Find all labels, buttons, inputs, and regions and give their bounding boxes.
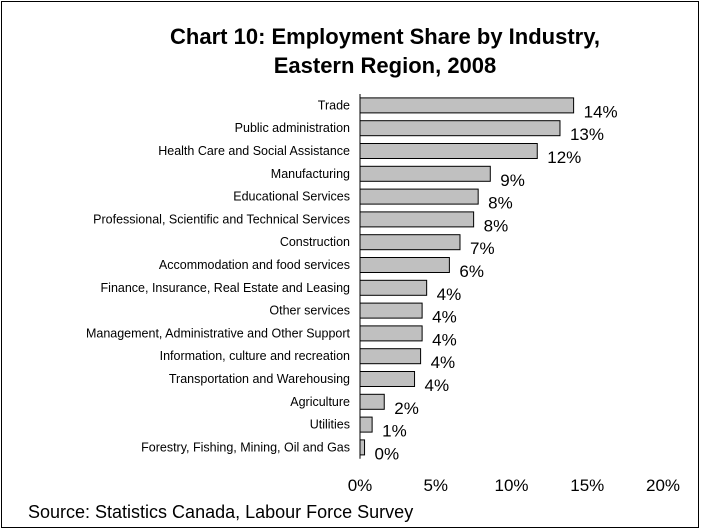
value-label-utilities: 1% xyxy=(382,422,407,441)
x-tick-labels-group: 0% 5% 10% 15% 20% xyxy=(348,476,680,495)
bar-finance-insurance-real-estate-and-leasing xyxy=(359,279,428,296)
value-label-transportation-and-warehousing: 4% xyxy=(425,376,450,395)
bar-trade xyxy=(359,97,575,114)
chart-title-line-1: Chart 10: Employment Share by Industry, xyxy=(170,24,600,49)
category-label-other-services: Other services xyxy=(269,304,350,318)
value-label-finance-insurance-real-estate-and-leasing: 4% xyxy=(437,285,462,304)
bar-construction xyxy=(359,234,461,251)
x-tick-label: 15% xyxy=(570,476,604,495)
category-label-trade: Trade xyxy=(318,98,350,112)
bar-utilities xyxy=(359,416,373,433)
value-label-accommodation-and-food-services: 6% xyxy=(459,262,484,281)
bar-forestry-fishing-mining-oil-and-gas xyxy=(359,439,366,456)
value-label-health-care-and-social-assistance: 12% xyxy=(547,148,581,167)
value-label-public-administration: 13% xyxy=(570,125,604,144)
value-label-manufacturing: 9% xyxy=(500,171,525,190)
category-label-management-administrative-and-other-support: Management, Administrative and Other Sup… xyxy=(86,326,351,340)
category-label-forestry-fishing-mining-oil-and-gas: Forestry, Fishing, Mining, Oil and Gas xyxy=(141,440,350,454)
bar-manufacturing xyxy=(359,165,491,182)
category-label-transportation-and-warehousing: Transportation and Warehousing xyxy=(169,372,350,386)
category-label-accommodation-and-food-services: Accommodation and food services xyxy=(159,258,350,272)
bar-other-services xyxy=(359,302,423,319)
value-label-other-services: 4% xyxy=(432,308,457,327)
category-label-health-care-and-social-assistance: Health Care and Social Assistance xyxy=(158,144,350,158)
value-label-agriculture: 2% xyxy=(394,399,419,418)
category-label-educational-services: Educational Services xyxy=(233,190,350,204)
value-label-construction: 7% xyxy=(470,239,495,258)
bar-public-administration xyxy=(359,120,561,137)
value-label-professional-scientific-and-technical-services: 8% xyxy=(484,216,509,235)
category-label-professional-scientific-and-technical-services: Professional, Scientific and Technical S… xyxy=(93,212,350,226)
bar-accommodation-and-food-services xyxy=(359,257,450,273)
source-note: Source: Statistics Canada, Labour Force … xyxy=(28,502,414,522)
bar-information-culture-and-recreation xyxy=(359,348,422,365)
x-tick-label: 10% xyxy=(494,476,528,495)
category-label-finance-insurance-real-estate-and-leasing: Finance, Insurance, Real Estate and Leas… xyxy=(101,281,351,295)
category-label-information-culture-and-recreation: Information, culture and recreation xyxy=(160,349,350,363)
chart-title: Chart 10: Employment Share by Industry, … xyxy=(0,22,702,80)
value-label-trade: 14% xyxy=(584,102,618,121)
x-tick-label: 0% xyxy=(348,476,373,495)
value-label-educational-services: 8% xyxy=(488,194,513,213)
value-label-management-administrative-and-other-support: 4% xyxy=(432,330,457,349)
bars-group xyxy=(359,97,575,456)
x-tick-label: 20% xyxy=(646,476,680,495)
category-labels-group: Trade Public administration Health Care an… xyxy=(86,98,351,454)
bar-health-care-and-social-assistance xyxy=(359,143,538,159)
category-label-utilities: Utilities xyxy=(310,418,350,432)
category-label-public-administration: Public administration xyxy=(235,121,350,135)
category-label-manufacturing: Manufacturing xyxy=(271,167,350,181)
category-label-agriculture: Agriculture xyxy=(290,395,350,409)
value-labels-group: 14% 13% 12% 9% 8% 8% 7% 6% 4% 4% 4% 4% 4% 2% 1% 0% xyxy=(375,102,618,463)
bar-educational-services xyxy=(359,188,479,205)
x-tick-label: 5% xyxy=(423,476,448,495)
category-label-construction: Construction xyxy=(280,235,350,249)
chart-title-line-2: Eastern Region, 2008 xyxy=(273,53,497,78)
bar-transportation-and-warehousing xyxy=(359,371,416,387)
value-label-information-culture-and-recreation: 4% xyxy=(431,353,456,372)
bar-agriculture xyxy=(359,393,385,410)
bar-management-administrative-and-other-support xyxy=(359,325,423,342)
bar-professional-scientific-and-technical-services xyxy=(359,211,475,228)
value-label-forestry-fishing-mining-oil-and-gas: 0% xyxy=(375,444,400,463)
